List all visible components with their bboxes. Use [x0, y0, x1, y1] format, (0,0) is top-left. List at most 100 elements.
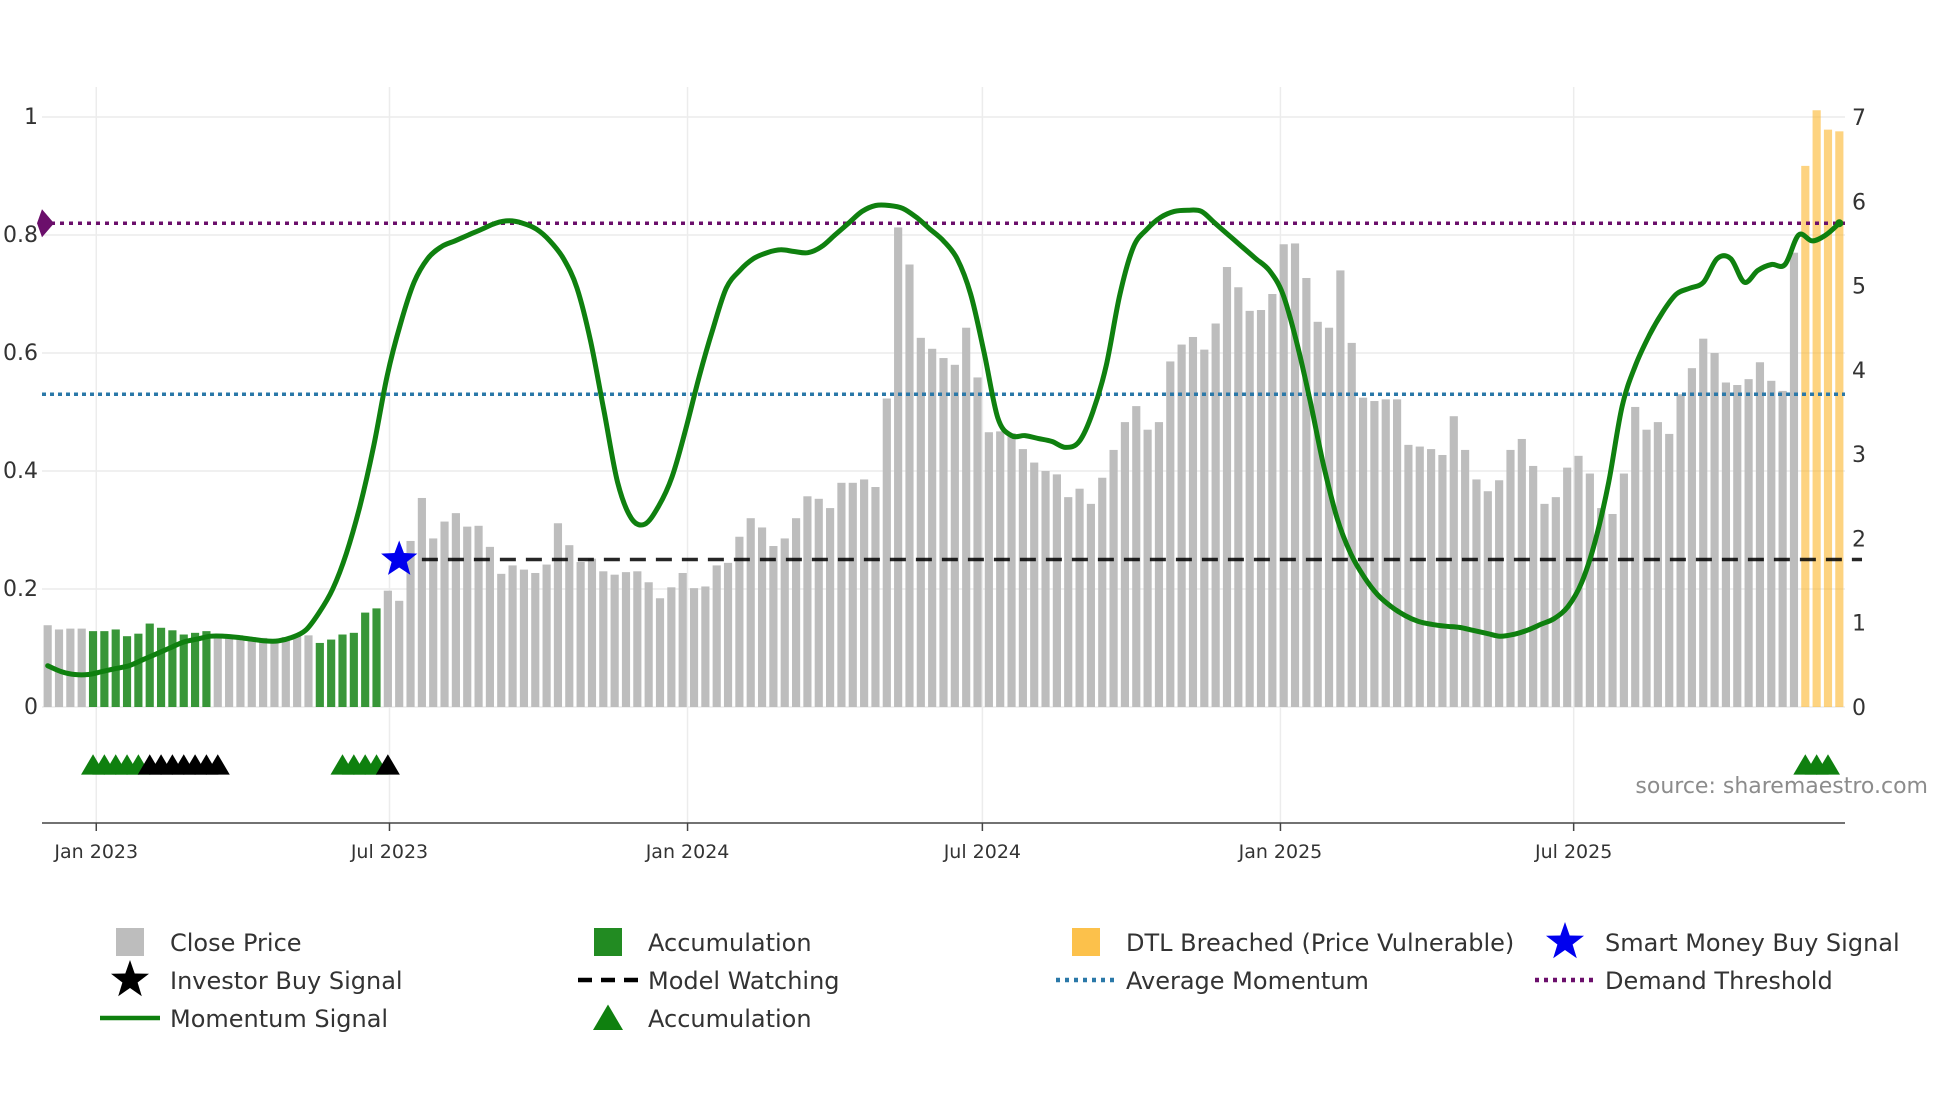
close-price-bar [1075, 488, 1084, 707]
close-price-bar [485, 546, 494, 707]
close-price-bar [769, 546, 778, 707]
legend-label: Accumulation [648, 1005, 812, 1033]
close-price-bar [871, 487, 880, 707]
green-square-icon [594, 928, 622, 956]
close-price-bar [1449, 416, 1458, 707]
close-price-bar [928, 348, 937, 707]
accumulation-bar [327, 639, 336, 707]
close-price-bar [678, 572, 687, 707]
left-y-tick-label: 0.6 [3, 341, 38, 366]
close-price-bar [519, 569, 529, 707]
close-price-bar [1721, 382, 1731, 707]
close-price-bar [1642, 429, 1651, 707]
accumulation-bar [179, 634, 188, 707]
close-price-bar [860, 479, 869, 707]
x-tick-label: Jan 2025 [1238, 841, 1323, 863]
close-price-bar [939, 358, 948, 707]
demand-threshold-marker [37, 209, 54, 238]
close-price-bar [1324, 327, 1334, 707]
gray-square-icon [116, 928, 144, 956]
close-price-bar [610, 574, 619, 707]
dtl-breached-bar [1823, 129, 1833, 707]
accumulation-bar [202, 631, 211, 707]
close-price-bar [1143, 429, 1152, 707]
close-price-bar [383, 590, 392, 707]
close-price-bar [1415, 446, 1424, 707]
close-price-bar [701, 586, 710, 707]
right-y-tick-label: 6 [1852, 190, 1866, 215]
momentum-signal-layer [45, 202, 1844, 678]
close-price-bar [225, 635, 234, 707]
black-star-icon [111, 960, 149, 997]
close-price-bar [621, 572, 631, 707]
legend-label: Investor Buy Signal [170, 967, 403, 995]
close-price-bar [1551, 497, 1560, 707]
investor-buy-marker [375, 754, 400, 775]
close-price-bar [735, 536, 744, 707]
close-price-bar [1166, 361, 1175, 707]
close-price-bar [1211, 323, 1220, 707]
close-price-bar [1177, 344, 1186, 707]
close-price-bar [1256, 310, 1266, 707]
close-price-bar [463, 526, 472, 707]
left-y-tick-label: 0.4 [3, 459, 38, 484]
close-price-bar [1585, 473, 1594, 707]
close-price-bar [1222, 267, 1232, 707]
close-price-bar [1789, 252, 1799, 707]
close-price-bar [1120, 422, 1130, 707]
close-price-bar [587, 558, 597, 707]
close-price-bar [417, 497, 426, 707]
close-price-bar [1370, 401, 1379, 707]
close-price-bar [962, 327, 971, 707]
right-y-tick-label: 7 [1852, 106, 1866, 131]
close-price-bar [565, 545, 574, 707]
close-price-bar [894, 227, 903, 707]
legend-label: DTL Breached (Price Vulnerable) [1126, 929, 1514, 957]
close-price-bar [599, 571, 608, 707]
accumulation-bar [315, 642, 324, 707]
legend: Close Price Accumulation DTL Breached (Pri… [100, 922, 1900, 1033]
close-price-bar [1653, 422, 1662, 707]
close-price-bar [508, 565, 517, 707]
close-price-bar [1676, 394, 1685, 707]
close-price-bar [1018, 449, 1027, 707]
close-price-bar [1041, 471, 1050, 707]
signal-markers [81, 540, 1840, 775]
close-price-bar [1574, 455, 1583, 707]
close-price-bar [1619, 473, 1628, 707]
close-price-bar [882, 398, 891, 707]
close-price-bar [1540, 503, 1549, 707]
source-label[interactable]: source: sharemaestro.com [1635, 774, 1928, 799]
legend-label: Model Watching [648, 967, 840, 995]
accumulation-bar [88, 631, 98, 707]
close-price-bar [1744, 379, 1753, 707]
close-price-bar [1517, 438, 1526, 707]
dtl-breached-bar [1801, 165, 1810, 707]
close-price-bar [757, 527, 767, 707]
close-price-bar [440, 521, 449, 707]
x-tick-label: Jan 2024 [645, 841, 730, 863]
accumulation-bar [145, 623, 154, 707]
close-price-bar [667, 587, 676, 707]
close-price-bar [1347, 342, 1356, 707]
close-price-bar [1064, 497, 1073, 707]
x-tick-label: Jul 2023 [350, 841, 428, 863]
legend-label: Momentum Signal [170, 1005, 388, 1033]
close-price-bar [1699, 338, 1708, 707]
close-price-bar [848, 482, 857, 707]
accumulation-bar [168, 630, 177, 707]
close-price-bar [497, 573, 506, 707]
close-price-bar [1313, 321, 1322, 707]
close-price-bar [905, 264, 914, 707]
close-price-bar [1563, 467, 1572, 707]
close-price-bar [1461, 449, 1470, 707]
x-tick-label: Jan 2023 [53, 841, 138, 863]
close-price-bar [1007, 433, 1016, 707]
close-price-bar [837, 482, 846, 707]
accumulation-bar [122, 636, 132, 707]
right-y-tick-label: 2 [1852, 527, 1866, 552]
legend-label: Demand Threshold [1605, 967, 1833, 995]
dtl-breached-bar [1812, 110, 1821, 707]
close-price-bar [746, 518, 755, 707]
orange-square-icon [1072, 928, 1100, 956]
